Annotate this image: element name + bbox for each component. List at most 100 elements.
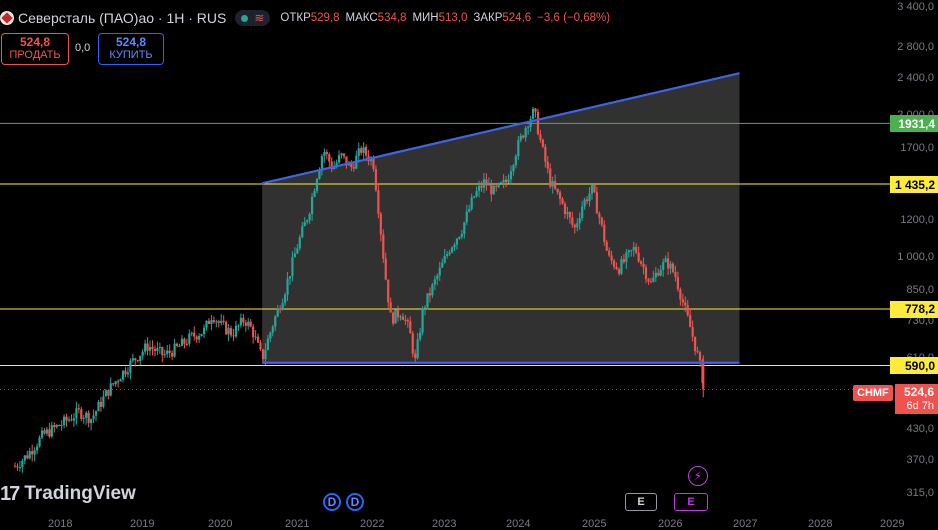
candle-body bbox=[80, 409, 83, 419]
candle-body bbox=[583, 199, 586, 207]
buy-price: 524,8 bbox=[115, 35, 147, 49]
candle-body bbox=[90, 419, 93, 424]
candle-body bbox=[50, 425, 53, 437]
candle-body bbox=[566, 212, 569, 215]
low-value: 513,0 bbox=[438, 12, 468, 24]
candle-body bbox=[18, 467, 22, 469]
candle-body bbox=[539, 134, 542, 140]
candle-body bbox=[141, 351, 144, 356]
status-pill[interactable]: ≋ bbox=[235, 10, 271, 26]
sell-button[interactable]: 524,8 ПРОДАТЬ bbox=[1, 33, 69, 65]
candle-body bbox=[202, 327, 206, 334]
candle-body bbox=[242, 317, 245, 323]
candle-body bbox=[180, 338, 184, 346]
price-tick-label: 430,0 bbox=[906, 423, 934, 436]
candle-body bbox=[117, 381, 120, 383]
candle-body bbox=[468, 209, 471, 212]
candle-body bbox=[404, 319, 407, 321]
candle-body bbox=[244, 322, 247, 326]
candle-body bbox=[175, 343, 179, 346]
candle-body bbox=[541, 139, 544, 147]
candle-body bbox=[384, 258, 387, 280]
candle-body bbox=[627, 250, 630, 253]
candle-body bbox=[126, 372, 130, 375]
candle-body bbox=[669, 263, 672, 269]
tv-wordmark: TradingView bbox=[24, 483, 136, 504]
candle-body bbox=[43, 430, 46, 434]
candle-body bbox=[691, 327, 694, 337]
buy-button[interactable]: 524,8 КУПИТЬ bbox=[98, 33, 164, 65]
candle-body bbox=[276, 308, 279, 317]
candle-body bbox=[480, 185, 483, 188]
candle-body bbox=[620, 259, 623, 274]
open-label: ОТКР bbox=[280, 12, 311, 24]
candle-body bbox=[161, 347, 164, 356]
candle-body bbox=[158, 347, 161, 349]
candle-body bbox=[318, 169, 321, 179]
candle-body bbox=[350, 163, 353, 168]
low-label: МИН bbox=[412, 12, 439, 24]
candle-body bbox=[67, 419, 71, 421]
candle-body bbox=[335, 162, 338, 167]
candle-body bbox=[522, 135, 525, 138]
tradingview-logo[interactable]: 17 TradingView bbox=[0, 483, 136, 505]
candle-body bbox=[702, 362, 705, 390]
candle-body bbox=[527, 127, 530, 129]
candle-body bbox=[426, 293, 429, 308]
candle-body bbox=[414, 353, 417, 359]
candle-body bbox=[298, 237, 301, 249]
candle-body bbox=[495, 186, 498, 188]
earnings-marker-upcoming[interactable]: E bbox=[674, 493, 708, 511]
candle-body bbox=[94, 411, 98, 416]
candle-body bbox=[632, 247, 635, 251]
candle-body bbox=[58, 425, 61, 427]
dividend-marker[interactable]: D bbox=[323, 493, 341, 511]
candle-body bbox=[689, 315, 692, 328]
company-logo bbox=[0, 11, 14, 25]
price-tick-label: 1700,0 bbox=[900, 142, 934, 155]
candle-body bbox=[357, 148, 360, 156]
candle-body bbox=[274, 316, 277, 327]
candle-body bbox=[328, 154, 331, 162]
candle-body bbox=[588, 193, 591, 202]
candle-body bbox=[490, 184, 493, 195]
candle-body bbox=[536, 111, 540, 135]
candle-body bbox=[497, 183, 500, 187]
symbol-header[interactable]: Северсталь (ПАО)ао · 1Н · RUS ≋ ОТКР529,… bbox=[0, 8, 610, 28]
candle-body bbox=[573, 224, 576, 228]
candle-body bbox=[679, 289, 682, 300]
earnings-marker[interactable]: E bbox=[625, 493, 657, 511]
candle-body bbox=[365, 147, 368, 156]
candle-body bbox=[249, 321, 252, 327]
candle-body bbox=[649, 281, 653, 283]
current-price: 524,6 bbox=[903, 385, 934, 399]
candle-body bbox=[136, 360, 139, 362]
price-tick-label: 2 800,0 bbox=[897, 40, 934, 53]
symbol-title[interactable]: Северсталь (ПАО)ао · 1Н · RUS bbox=[18, 10, 227, 26]
candle-body bbox=[92, 415, 95, 420]
candle-body bbox=[605, 241, 608, 251]
lightning-icon[interactable]: ⚡ bbox=[688, 466, 708, 486]
candle-body bbox=[563, 203, 567, 215]
high-label: МАКС bbox=[345, 12, 378, 24]
candle-body bbox=[193, 332, 196, 337]
dividend-marker[interactable]: D bbox=[346, 493, 364, 511]
candle-body bbox=[696, 351, 699, 353]
candle-body bbox=[568, 212, 571, 218]
candle-body bbox=[443, 255, 446, 263]
candle-body bbox=[134, 358, 137, 361]
candle-body bbox=[227, 328, 230, 335]
candle-body bbox=[360, 148, 363, 153]
candle-body bbox=[23, 455, 26, 461]
candle-body bbox=[615, 266, 618, 270]
high-value: 534,8 bbox=[377, 12, 407, 24]
candle-body bbox=[139, 355, 142, 362]
candle-body bbox=[195, 336, 198, 340]
candle-body bbox=[151, 347, 154, 350]
candle-body bbox=[342, 153, 346, 157]
candle-body bbox=[70, 419, 73, 421]
candle-body bbox=[529, 118, 532, 128]
candle-body bbox=[416, 339, 419, 359]
candle-body bbox=[558, 192, 562, 199]
